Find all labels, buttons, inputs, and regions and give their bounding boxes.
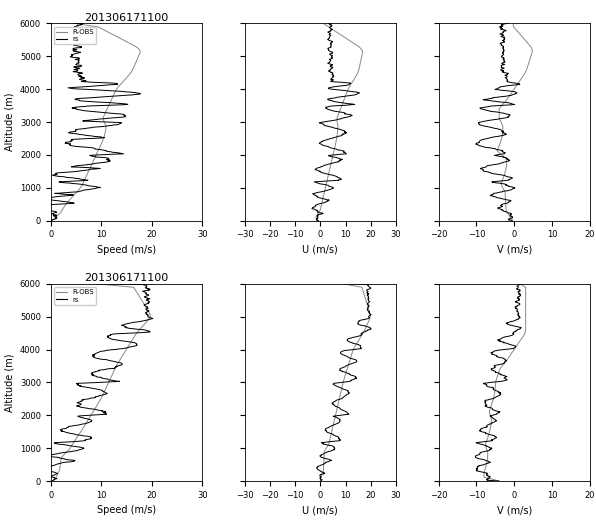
Legend: R-OBS, rs: R-OBS, rs [54,27,96,44]
Legend: R-OBS, rs: R-OBS, rs [54,287,96,305]
Title: 201306171100: 201306171100 [84,273,169,283]
X-axis label: V (m/s): V (m/s) [496,245,532,255]
X-axis label: U (m/s): U (m/s) [303,245,338,255]
Title: 201306171100: 201306171100 [84,12,169,23]
Y-axis label: Altitude (m): Altitude (m) [4,353,14,412]
X-axis label: U (m/s): U (m/s) [303,505,338,515]
X-axis label: V (m/s): V (m/s) [496,505,532,515]
Y-axis label: Altitude (m): Altitude (m) [4,93,14,151]
X-axis label: Speed (m/s): Speed (m/s) [97,245,156,255]
X-axis label: Speed (m/s): Speed (m/s) [97,505,156,515]
